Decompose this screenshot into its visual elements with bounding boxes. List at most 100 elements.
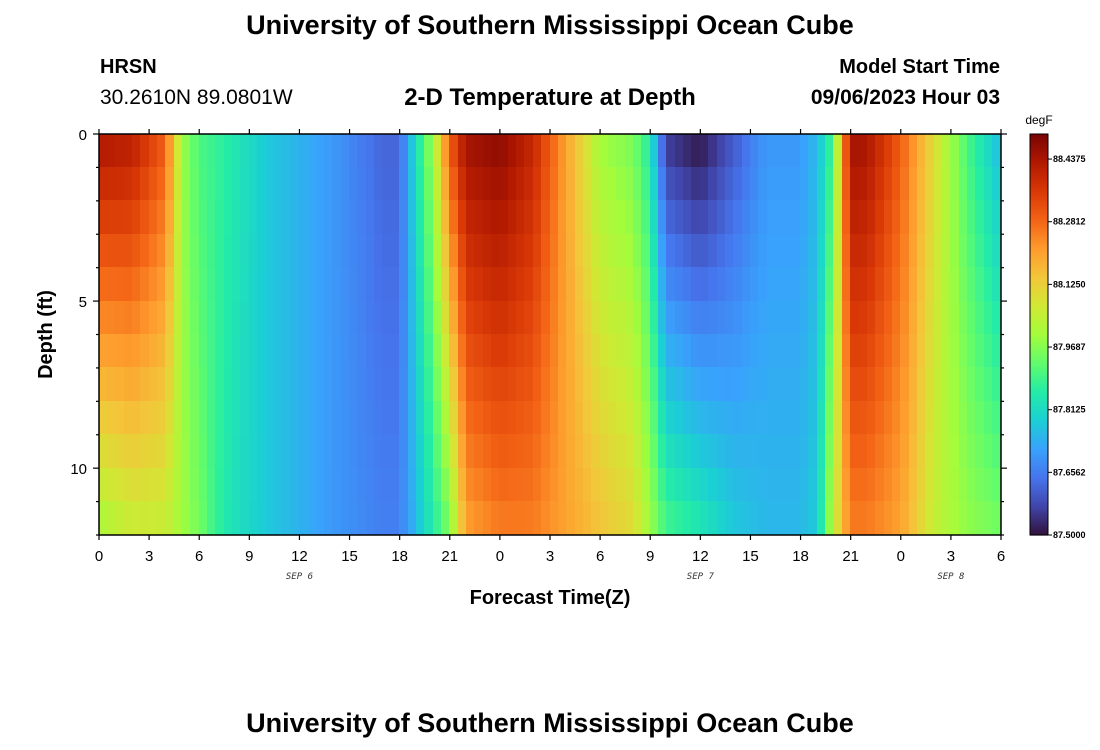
heatmap-cell xyxy=(942,367,952,403)
heatmap-cell xyxy=(341,134,351,169)
heatmap-cell xyxy=(650,434,660,470)
heatmap-cell xyxy=(583,267,593,303)
heatmap-cell xyxy=(575,301,585,336)
colorbar-segment xyxy=(1030,516,1048,520)
heatmap-cell xyxy=(984,401,994,436)
heatmap-cell xyxy=(658,234,668,269)
heatmap-cell xyxy=(357,401,368,436)
heatmap-cell xyxy=(190,401,201,436)
heatmap-cell xyxy=(307,334,318,369)
colorbar-segment xyxy=(1030,224,1048,227)
heatmap-cell xyxy=(658,468,668,503)
heatmap-cell xyxy=(925,468,936,503)
colorbar-segment xyxy=(1030,514,1048,518)
heatmap-cell xyxy=(800,434,810,470)
heatmap-cell xyxy=(458,401,468,436)
heatmap-cell xyxy=(859,167,869,202)
heatmap-cell xyxy=(508,367,518,403)
heatmap-cell xyxy=(792,167,802,202)
heatmap-cell xyxy=(641,234,652,269)
heatmap-cell xyxy=(700,401,710,436)
heatmap-cell xyxy=(182,334,192,369)
heatmap-cell xyxy=(675,200,685,236)
heatmap-cell xyxy=(842,367,852,403)
heatmap-cell xyxy=(650,301,660,336)
heatmap-cell xyxy=(666,167,677,202)
heatmap-cell xyxy=(149,267,159,303)
heatmap-cell xyxy=(274,401,284,436)
heatmap-cells xyxy=(99,134,1002,536)
heatmap-cell xyxy=(157,200,167,236)
heatmap-cell xyxy=(282,267,293,303)
heatmap-cell xyxy=(508,234,518,269)
heatmap-cell xyxy=(190,167,201,202)
heatmap-cell xyxy=(341,200,351,236)
heatmap-cell xyxy=(758,434,769,470)
heatmap-cell xyxy=(909,301,919,336)
heatmap-cell xyxy=(792,501,802,536)
heatmap-cell xyxy=(541,301,551,336)
heatmap-cell xyxy=(550,401,560,436)
heatmap-cell xyxy=(733,401,744,436)
heatmap-cell xyxy=(190,468,201,503)
heatmap-cell xyxy=(767,267,777,303)
heatmap-cell xyxy=(600,134,610,169)
heatmap-cell xyxy=(625,367,635,403)
heatmap-cell xyxy=(725,167,735,202)
heatmap-cell xyxy=(683,167,693,202)
heatmap-cell xyxy=(282,334,293,369)
heatmap-cell xyxy=(967,234,977,269)
colorbar-segment xyxy=(1030,466,1048,470)
heatmap-cell xyxy=(558,401,568,436)
heatmap-cell xyxy=(775,501,785,536)
heatmap-cell xyxy=(975,267,986,303)
heatmap-cell xyxy=(399,234,410,269)
heatmap-cell xyxy=(107,367,117,403)
heatmap-cell xyxy=(833,434,844,470)
heatmap-cell xyxy=(875,301,886,336)
heatmap-cell xyxy=(892,134,902,169)
heatmap-cell xyxy=(458,367,468,403)
heatmap-cell xyxy=(374,501,384,536)
colorbar-segment xyxy=(1030,254,1048,257)
heatmap-cell xyxy=(783,200,794,236)
heatmap-cell xyxy=(491,367,501,403)
colorbar-segment xyxy=(1030,356,1048,360)
heatmap-cell xyxy=(408,334,418,369)
heatmap-cell xyxy=(157,468,167,503)
heatmap-cell xyxy=(767,334,777,369)
heatmap-cell xyxy=(917,301,927,336)
heatmap-cell xyxy=(224,301,234,336)
heatmap-cell xyxy=(750,267,760,303)
colorbar-segment xyxy=(1030,416,1048,420)
x-tick-label: 3 xyxy=(947,548,955,565)
heatmap-cell xyxy=(817,200,827,236)
heatmap-cell xyxy=(934,167,944,202)
heatmap-cell xyxy=(174,401,184,436)
heatmap-cell xyxy=(792,200,802,236)
heatmap-cell xyxy=(833,267,844,303)
heatmap-cell xyxy=(742,167,752,202)
heatmap-cell xyxy=(859,267,869,303)
heatmap-cell xyxy=(884,401,894,436)
heatmap-cell xyxy=(833,334,844,369)
heatmap-cell xyxy=(691,234,702,269)
heatmap-cell xyxy=(859,501,869,536)
heatmap-cell xyxy=(491,301,501,336)
date-label: SEP 7 xyxy=(687,572,715,582)
heatmap-cell xyxy=(859,401,869,436)
heatmap-cell xyxy=(533,134,543,169)
heatmap-cell xyxy=(566,468,577,503)
heatmap-cell xyxy=(833,401,844,436)
heatmap-cell xyxy=(408,267,418,303)
heatmap-cell xyxy=(190,134,201,169)
heatmap-cell xyxy=(608,167,618,202)
heatmap-cell xyxy=(441,200,451,236)
heatmap-cell xyxy=(909,501,919,536)
heatmap-cell xyxy=(474,200,485,236)
heatmap-cell xyxy=(850,301,861,336)
colorbar-segment xyxy=(1030,350,1048,354)
heatmap-cell xyxy=(249,367,259,403)
heatmap-cell xyxy=(508,134,518,169)
colorbar-segment xyxy=(1030,354,1048,358)
